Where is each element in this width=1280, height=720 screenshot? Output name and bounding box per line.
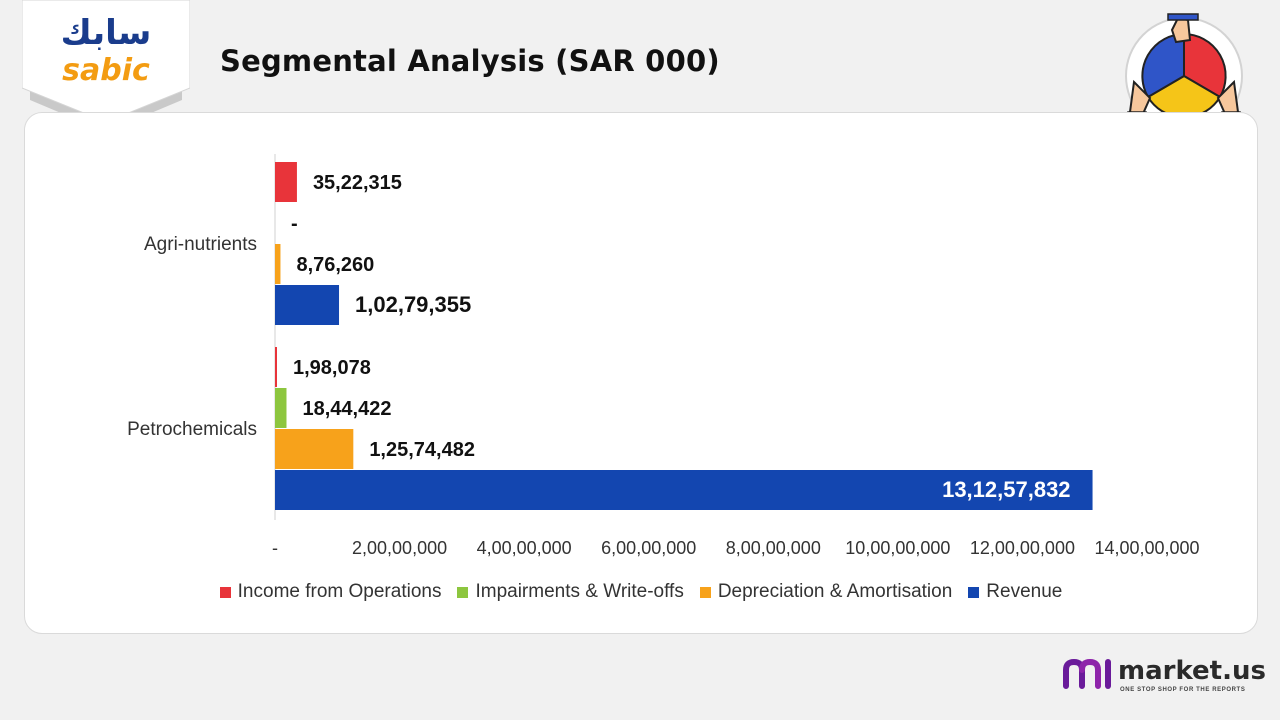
x-tick-label: 12,00,00,000: [970, 538, 1075, 558]
x-tick-label: -: [272, 538, 278, 558]
legend-label-income: Income from Operations: [237, 581, 442, 602]
legend-swatch-income: [219, 586, 231, 598]
logo-arabic-text: سابك: [61, 13, 152, 53]
bar-income: [275, 162, 297, 202]
data-label-impairments: -: [291, 213, 298, 235]
x-tick-label: 8,00,00,000: [726, 538, 821, 558]
brand-name: market.us: [1118, 656, 1266, 686]
legend-item-depreciation: Depreciation & Amortisation: [699, 581, 953, 603]
data-label-revenue: 1,02,79,355: [355, 292, 471, 317]
legend-label-revenue: Revenue: [986, 581, 1063, 602]
bar-revenue: [275, 285, 340, 325]
bar-revenue: [275, 470, 1093, 510]
category-label: Agri-nutrients: [144, 234, 257, 255]
bar-impairments: [275, 388, 287, 428]
legend-swatch-revenue: [968, 586, 980, 598]
market-us-brand: market.us ONE STOP SHOP FOR THE REPORTS: [1062, 656, 1266, 696]
x-tick-label: 10,00,00,000: [845, 538, 950, 558]
data-label-income: 1,98,078: [293, 357, 371, 379]
legend-label-depreciation: Depreciation & Amortisation: [717, 581, 953, 602]
category-label: Petrochemicals: [127, 419, 257, 440]
data-label-income: 35,22,315: [313, 172, 402, 194]
bar-depreciation: [275, 429, 354, 469]
sabic-logo: سابك sabic: [21, 0, 191, 135]
logo-latin-text: sabic: [62, 53, 150, 88]
brand-tagline: ONE STOP SHOP FOR THE REPORTS: [1120, 687, 1246, 693]
x-tick-label: 2,00,00,000: [352, 538, 447, 558]
x-tick-label: 4,00,00,000: [477, 538, 572, 558]
legend-swatch-depreciation: [699, 586, 711, 598]
x-tick-label: 14,00,00,000: [1094, 538, 1199, 558]
data-label-revenue: 13,12,57,832: [942, 477, 1070, 502]
bar-income: [275, 347, 277, 387]
data-label-depreciation: 1,25,74,482: [369, 439, 475, 461]
x-tick-label: 6,00,00,000: [601, 538, 696, 558]
data-label-impairments: 18,44,422: [302, 398, 391, 420]
page-title: Segmental Analysis (SAR 000): [220, 44, 720, 78]
legend-swatch-impairments: [457, 586, 469, 598]
legend-label-impairments: Impairments & Write-offs: [475, 581, 684, 602]
legend-item-impairments: Impairments & Write-offs: [457, 581, 684, 603]
legend-item-revenue: Revenue: [968, 581, 1062, 603]
chart-card: - 2,00,00,000 4,00,00,000 6,00,00,000 8,00,0…: [24, 112, 1258, 634]
data-label-depreciation: 8,76,260: [296, 254, 374, 276]
bar-depreciation: [275, 244, 281, 284]
market-us-logo-icon: [1063, 658, 1111, 689]
chart-legend: Income from Operations Impairments & Wri…: [25, 581, 1257, 603]
segment-bar-chart: - 2,00,00,000 4,00,00,000 6,00,00,000 8,00,0…: [127, 154, 1200, 558]
legend-item-income: Income from Operations: [219, 581, 442, 603]
